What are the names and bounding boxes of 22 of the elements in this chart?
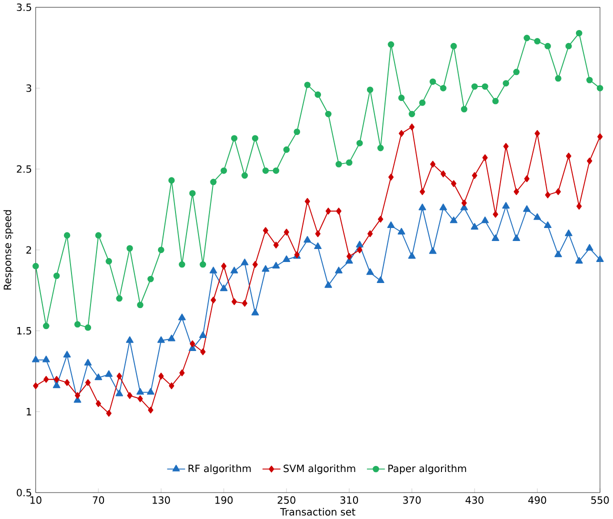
y-axis-title: Response speed <box>4 210 14 290</box>
x-tick-label: 430 <box>466 496 484 504</box>
legend-label: Paper algorithm <box>388 464 466 474</box>
x-tick-label: 130 <box>152 496 170 504</box>
y-tick-label: 1.5 <box>17 327 32 334</box>
x-axis-title: Transaction set <box>280 508 356 516</box>
y-tick-label: 1 <box>26 408 32 416</box>
x-tick-label: 250 <box>278 496 296 504</box>
x-tick-label: 550 <box>591 496 609 504</box>
y-tick-label: 2 <box>26 246 31 254</box>
x-tick-label: 490 <box>528 496 546 504</box>
x-tick-label: 190 <box>215 496 233 504</box>
x-tick-label: 370 <box>403 496 421 504</box>
y-tick-label: 3.5 <box>16 3 32 11</box>
y-tick-label: 2.5 <box>16 165 32 173</box>
y-tick-label: 0.5 <box>16 488 32 496</box>
x-tick-label: 10 <box>30 496 42 504</box>
legend-label: SVM algorithm <box>284 464 356 474</box>
x-tick-label: 70 <box>92 496 104 504</box>
y-tick-label: 3 <box>26 84 32 92</box>
x-tick-label: 310 <box>340 496 358 504</box>
legend-label: RF algorithm <box>188 464 251 474</box>
